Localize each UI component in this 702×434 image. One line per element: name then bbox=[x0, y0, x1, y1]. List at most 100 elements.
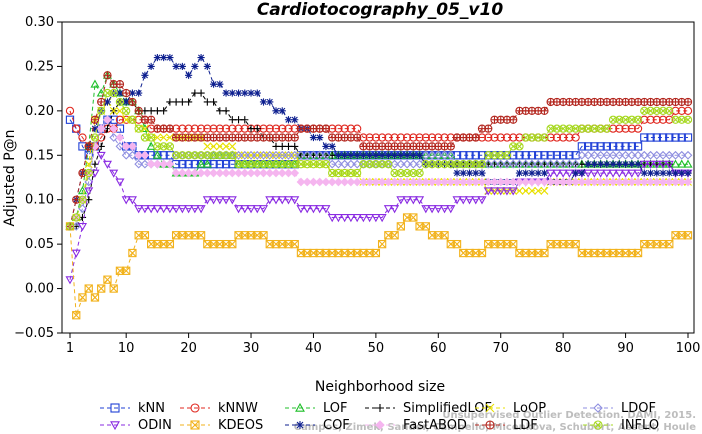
data-point bbox=[608, 150, 618, 160]
data-point bbox=[171, 168, 181, 178]
data-point bbox=[147, 107, 155, 115]
x-tick-label: 10 bbox=[118, 341, 135, 356]
data-point bbox=[128, 97, 137, 107]
data-point bbox=[134, 106, 143, 116]
data-point-box bbox=[440, 231, 449, 240]
data-point bbox=[559, 151, 568, 160]
data-point-box bbox=[465, 248, 474, 258]
data-point bbox=[446, 160, 455, 169]
legend-item-inflo: INFLO bbox=[583, 418, 659, 433]
data-point bbox=[471, 151, 480, 160]
data-point bbox=[115, 178, 125, 187]
data-point-cross bbox=[154, 143, 161, 150]
data-point bbox=[221, 151, 231, 160]
data-point bbox=[309, 133, 318, 142]
data-point bbox=[540, 169, 549, 177]
data-point-cross bbox=[410, 170, 417, 176]
data-point bbox=[614, 169, 624, 178]
data-point bbox=[333, 214, 343, 223]
data-point-cross bbox=[603, 125, 610, 132]
data-point bbox=[259, 160, 268, 169]
data-point bbox=[209, 196, 219, 205]
data-point-cross bbox=[660, 107, 666, 114]
data-point-cross bbox=[371, 249, 380, 258]
data-point-cross bbox=[290, 240, 299, 249]
data-point bbox=[652, 177, 662, 187]
y-tick-label: 0.30 bbox=[25, 15, 54, 30]
data-point bbox=[477, 248, 487, 258]
data-point-box bbox=[496, 239, 505, 249]
data-point-box bbox=[509, 239, 518, 249]
data-point bbox=[552, 133, 562, 142]
data-point bbox=[222, 107, 230, 115]
data-point bbox=[515, 159, 524, 169]
y-tick-label: 0.05 bbox=[25, 237, 54, 252]
data-point bbox=[165, 142, 175, 151]
data-point bbox=[577, 142, 587, 151]
data-point bbox=[502, 133, 512, 142]
data-point-ring bbox=[671, 115, 680, 124]
data-point-box bbox=[546, 239, 555, 249]
data-point bbox=[178, 62, 186, 71]
data-point bbox=[234, 89, 243, 97]
data-point bbox=[565, 177, 574, 187]
data-point bbox=[502, 187, 512, 196]
data-point-cross bbox=[653, 107, 660, 114]
data-point bbox=[202, 196, 212, 205]
data-point-cross bbox=[322, 125, 330, 133]
data-point-box bbox=[652, 239, 661, 249]
data-point-box bbox=[190, 420, 200, 430]
data-point-box bbox=[384, 231, 393, 240]
data-point bbox=[121, 196, 131, 205]
data-point bbox=[583, 142, 593, 151]
data-point bbox=[559, 133, 568, 142]
data-point bbox=[202, 159, 212, 168]
data-point-cross bbox=[454, 161, 460, 168]
data-point-cross bbox=[85, 170, 92, 176]
legend-label: KDEOS bbox=[218, 418, 263, 433]
data-point-ring bbox=[234, 160, 243, 169]
data-point bbox=[122, 266, 131, 275]
data-point bbox=[302, 205, 312, 214]
data-point bbox=[671, 115, 680, 124]
data-point bbox=[265, 150, 275, 160]
data-point bbox=[284, 142, 293, 150]
data-point-ring bbox=[84, 168, 93, 178]
data-point bbox=[295, 402, 305, 412]
data-point bbox=[365, 177, 375, 187]
data-point bbox=[365, 214, 375, 223]
data-point bbox=[396, 177, 406, 187]
data-point bbox=[196, 168, 206, 178]
data-point-cross bbox=[235, 161, 242, 168]
x-tick-label: 90 bbox=[617, 341, 634, 356]
data-point-cross bbox=[354, 170, 361, 176]
data-point-cross bbox=[391, 170, 398, 176]
data-point-box bbox=[615, 248, 624, 258]
data-point-cross bbox=[298, 161, 304, 168]
data-point-ring bbox=[109, 88, 118, 98]
data-point bbox=[278, 160, 287, 169]
data-point bbox=[122, 98, 130, 106]
data-point bbox=[584, 160, 592, 168]
data-point bbox=[109, 133, 119, 142]
data-point bbox=[190, 403, 200, 413]
data-point bbox=[197, 89, 205, 97]
data-point-box bbox=[340, 248, 349, 258]
data-point bbox=[496, 133, 505, 142]
data-point-box bbox=[471, 248, 480, 258]
data-point bbox=[665, 239, 674, 249]
data-point bbox=[377, 239, 387, 249]
data-point bbox=[658, 177, 668, 187]
data-point bbox=[140, 124, 149, 133]
data-point-cross bbox=[98, 107, 105, 114]
data-point bbox=[377, 177, 387, 187]
data-point bbox=[121, 150, 131, 160]
data-point bbox=[402, 177, 412, 187]
data-point-cross bbox=[485, 152, 492, 159]
data-point bbox=[196, 205, 206, 214]
data-point bbox=[241, 116, 249, 124]
data-point-ring bbox=[565, 124, 574, 133]
data-point-cross bbox=[291, 161, 298, 168]
data-point bbox=[421, 222, 430, 231]
series-cof bbox=[66, 53, 692, 230]
